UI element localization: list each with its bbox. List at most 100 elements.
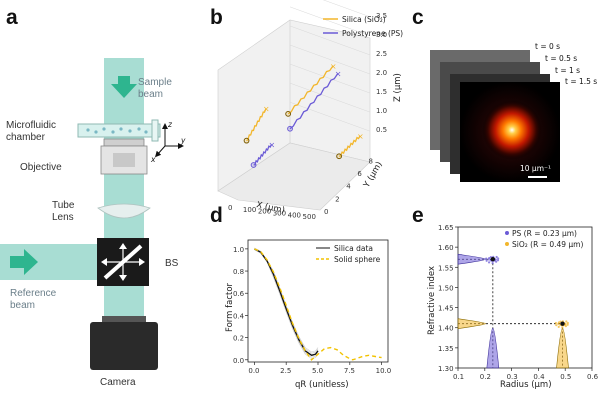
e-point	[497, 257, 500, 260]
d-legend-data: Silica data	[334, 244, 373, 253]
e-y-tick: 1.55	[438, 264, 454, 272]
b-start-point	[285, 110, 292, 117]
d-trace-grey	[254, 247, 319, 353]
e-x-tick: 0.5	[560, 373, 571, 381]
time-label-2: t = 1 s	[555, 66, 580, 75]
beam-splitter	[97, 238, 149, 286]
sample-beam-label: Sample beam	[138, 77, 172, 100]
plot3d-floor	[217, 142, 371, 211]
plot3d-series: ×××××	[243, 62, 364, 168]
b-y-tick: 0	[324, 208, 328, 216]
e-point	[554, 321, 557, 325]
scalebar-label: 10 μm⁻¹	[520, 164, 551, 173]
b-end-marker: ×	[335, 70, 342, 79]
e-point	[565, 320, 568, 323]
microfluidic-label: Microfluidic chamber	[6, 120, 56, 143]
d-y-tick: 0.0	[233, 357, 244, 365]
e-point	[555, 324, 558, 327]
e-y-tick: 1.40	[438, 325, 454, 333]
e-xlabel: Radius (μm)	[500, 380, 552, 390]
d-legend: Silica data Solid sphere	[316, 244, 381, 264]
e-legend-ps: PS (R = 0.23 μm)	[512, 229, 577, 238]
b-gridline	[289, 82, 371, 113]
e-series	[457, 253, 569, 369]
e-point	[561, 326, 564, 329]
e-ylabel: Refractive index	[427, 266, 437, 335]
time-label-3: t = 1.5 s	[565, 77, 597, 86]
axis-y-label: y	[180, 136, 186, 145]
e-mean-point	[560, 321, 565, 326]
tube-lens-label: Tube Lens	[52, 200, 75, 223]
e-x-tick: 0.3	[507, 373, 518, 381]
b-gridline	[322, 0, 371, 18]
b-trajectory	[246, 108, 267, 142]
d-x-tick: 2.5	[280, 367, 291, 375]
e-y-tick: 1.30	[438, 365, 454, 373]
axis-z-label: z	[167, 120, 173, 129]
b-y-tick: 2	[335, 195, 339, 203]
panel-d: d 0.0 2.5 5.0 7.5 10.0 0.0 0.2 0.4 0.6 0.8 1.0 qR …	[210, 204, 391, 390]
e-x-tick: 0.6	[587, 373, 599, 381]
b-start-point	[250, 162, 257, 168]
b-start-point	[336, 153, 342, 160]
b-y-tick: 4	[346, 183, 351, 191]
d-ylabel: Form factor	[225, 282, 235, 332]
b-legend: Silica (SiO₂) Polystyrene (PS)	[323, 15, 403, 38]
b-trajectory	[289, 73, 339, 130]
b-y-tick: 8	[368, 157, 372, 165]
axes-icon: z y x	[150, 120, 186, 164]
panel-c: c t = 0 s t = 0.5 s t = 1 s t = 1.5 s 10…	[412, 6, 597, 182]
b-gridline	[289, 44, 371, 75]
b-x-tick: 200	[258, 208, 271, 216]
e-radius-hist	[486, 327, 500, 369]
b-z-tick: 3.0	[376, 31, 387, 39]
b-trajectory	[287, 65, 334, 115]
b-x-tick: 0	[228, 204, 232, 212]
b-legend-silica: Silica (SiO₂)	[342, 15, 386, 24]
b-trajectory	[253, 144, 273, 166]
d-legend-sphere: Solid sphere	[334, 255, 381, 264]
e-y-tick: 1.60	[438, 244, 454, 252]
sample-beam-arrow-icon	[111, 76, 137, 98]
b-zlabel: Z (μm)	[393, 73, 403, 102]
b-gridline	[289, 25, 371, 56]
e-index-hist	[457, 318, 487, 330]
b-z-tick: 2.0	[376, 69, 387, 77]
b-x-tick: 100	[243, 206, 256, 214]
camera	[90, 316, 158, 370]
bs-label: BS	[165, 258, 179, 269]
b-end-marker: ×	[268, 140, 275, 149]
e-point	[491, 261, 494, 265]
panel-letter-d: d	[210, 204, 223, 227]
time-label-0: t = 0 s	[535, 42, 560, 51]
axis-x-label: x	[150, 155, 156, 164]
reference-beam-label: Reference beam	[10, 288, 57, 311]
e-y-tick: 1.65	[438, 224, 454, 232]
d-trace-grey	[254, 248, 319, 356]
d-y-tick: 0.4	[233, 312, 245, 320]
objective	[100, 138, 148, 175]
b-z-tick: 1.5	[376, 88, 387, 96]
b-start-point	[243, 137, 250, 144]
e-point	[496, 259, 500, 262]
e-point	[487, 261, 491, 264]
e-point	[487, 258, 490, 261]
b-x-tick: 500	[303, 213, 316, 221]
b-x-tick: 400	[288, 211, 301, 219]
e-y-tick: 1.35	[438, 345, 454, 353]
panel-e: e 0.1 0.2 0.3 0.4 0.5 0.6 1.30 1.35 1.40 1.45 1.50…	[412, 204, 599, 390]
d-series	[254, 247, 382, 361]
d-y-tick: 0.8	[233, 268, 244, 276]
b-gridline	[289, 101, 371, 132]
e-point	[557, 322, 560, 325]
microfluidic-chamber	[77, 119, 161, 142]
e-point	[566, 323, 569, 326]
e-point	[495, 255, 498, 259]
d-series-sphere	[254, 248, 382, 361]
b-end-marker: ×	[263, 105, 270, 114]
panel-letter-b: b	[210, 6, 223, 29]
camera-label: Camera	[100, 377, 136, 388]
tube-lens	[97, 203, 151, 219]
plot3d-ticks: 0 100 200 300 400 500024680.51.01.52.02.53.03…	[228, 12, 387, 221]
